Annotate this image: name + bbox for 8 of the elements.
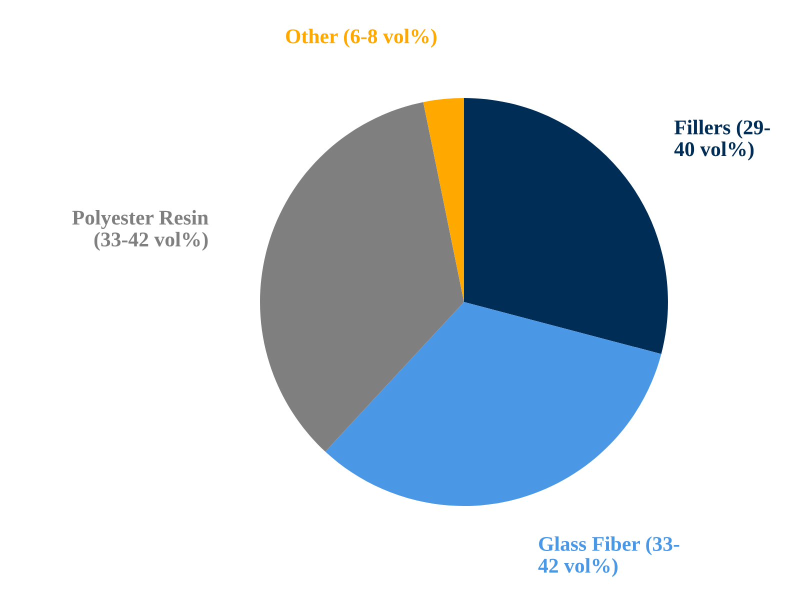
- pie-slice: [464, 98, 668, 354]
- slice-label: Fillers (29- 40 vol%): [674, 120, 770, 160]
- slice-label: Other (6-8 vol%): [286, 28, 436, 48]
- pie-slice: [423, 98, 464, 302]
- pie-slice: [325, 302, 662, 506]
- slice-label: Polyester Resin (33-42 vol%): [72, 210, 208, 251]
- slice-label: Glass Fiber (33- 42 vol%): [538, 536, 680, 578]
- pie-slice: [260, 102, 464, 452]
